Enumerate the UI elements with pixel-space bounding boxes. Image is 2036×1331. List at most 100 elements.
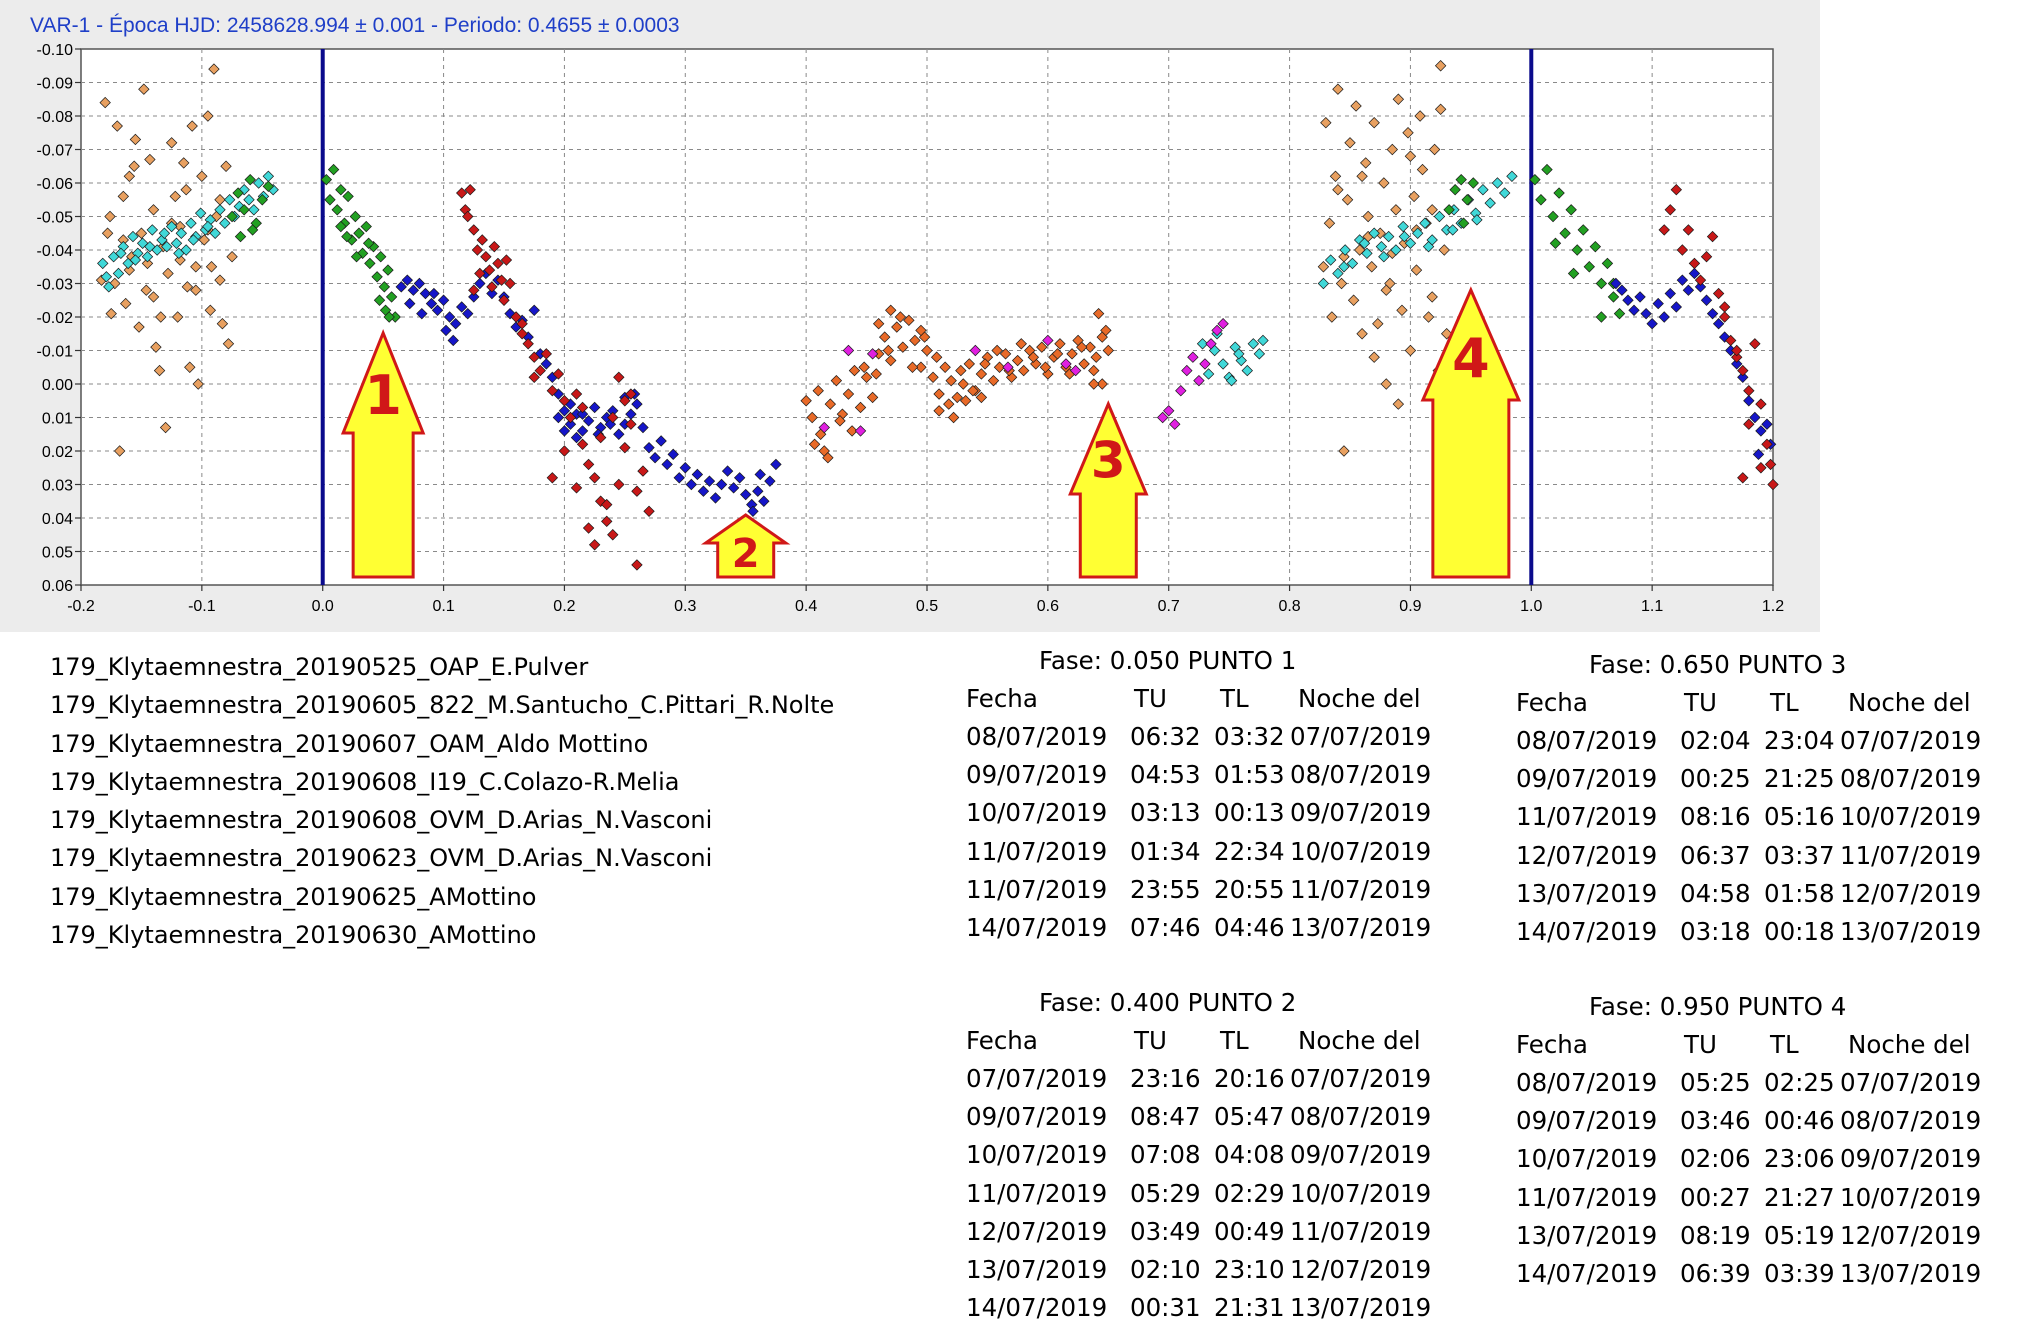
data-point (416, 307, 428, 320)
data-point (1181, 364, 1193, 377)
data-point (891, 321, 903, 333)
data-point (758, 495, 770, 507)
data-point (1616, 284, 1628, 296)
data-point (127, 230, 139, 243)
data-point (342, 190, 354, 203)
data-point (1670, 184, 1683, 196)
data-point (1398, 230, 1411, 243)
table-cell: 08/07/2019 (1840, 764, 1982, 794)
data-point (679, 462, 691, 474)
data-point (1027, 351, 1040, 363)
data-point (1688, 267, 1701, 280)
data-point (226, 251, 238, 263)
data-point (101, 227, 114, 239)
data-point (747, 505, 759, 517)
data-point (364, 257, 376, 270)
data-point (202, 110, 214, 122)
column-header: TL (1220, 684, 1249, 713)
table-cell: 10/07/2019 (1516, 1144, 1658, 1174)
phase-arrow (1068, 400, 1149, 579)
data-point (1652, 297, 1664, 310)
data-point (808, 438, 821, 450)
data-point (202, 220, 214, 233)
arrow-label: 3 (1091, 431, 1126, 489)
data-point (1060, 358, 1072, 370)
data-point (939, 361, 951, 373)
data-point (158, 227, 171, 239)
data-point (1205, 338, 1217, 350)
x-tick-label: 0.7 (1158, 598, 1180, 615)
data-point (1156, 411, 1169, 424)
data-point (169, 190, 181, 203)
y-tick-label: -0.05 (37, 210, 74, 227)
data-point (594, 495, 607, 507)
data-point (866, 348, 879, 360)
data-point (625, 418, 637, 430)
data-point (927, 371, 939, 383)
phase-arrow (1420, 286, 1522, 579)
y-tick-label: -0.04 (37, 243, 74, 260)
table-cell: 13/07/2019 (1516, 878, 1658, 908)
table-cell: 04:58 (1680, 878, 1751, 908)
data-point (1362, 210, 1374, 223)
data-point (1613, 307, 1626, 320)
data-point (909, 334, 921, 347)
data-point (190, 261, 202, 273)
data-point (1397, 220, 1409, 233)
data-point (413, 277, 426, 290)
data-point (443, 311, 456, 323)
data-point (147, 204, 160, 216)
y-tick-label: 0.00 (42, 377, 73, 394)
data-point (637, 465, 649, 477)
table-cell: 23:16 (1130, 1064, 1201, 1093)
data-point (350, 251, 363, 263)
data-point (1368, 227, 1380, 239)
legend-item: 179_Klytaemnestra_20190607_OAM_Aldo Mott… (50, 729, 649, 758)
data-point (1404, 150, 1417, 162)
data-point (1731, 351, 1743, 363)
table-cell: 09/07/2019 (1516, 1106, 1658, 1136)
data-point (238, 204, 250, 216)
data-point (1434, 60, 1447, 72)
table-cell: 05:25 (1680, 1068, 1751, 1097)
data-point (1096, 378, 1108, 390)
table-cell: 08/07/2019 (966, 722, 1108, 751)
data-point (120, 297, 132, 310)
data-point (495, 274, 508, 286)
table-cell: 00:13 (1214, 798, 1285, 828)
table-cell: 08:19 (1680, 1220, 1751, 1250)
data-point (667, 448, 679, 461)
table-cell: 02:25 (1764, 1068, 1835, 1097)
data-point (1380, 284, 1392, 296)
data-point (500, 254, 513, 266)
data-point (185, 217, 197, 229)
data-point (468, 284, 480, 296)
y-tick-label: 0.02 (42, 444, 73, 461)
data-point (104, 210, 116, 223)
data-point (601, 515, 613, 528)
data-point (100, 271, 113, 283)
data-point (214, 204, 226, 216)
data-point (1036, 341, 1048, 353)
data-point (1688, 257, 1701, 270)
data-point (162, 267, 174, 280)
data-point (1553, 187, 1565, 199)
data-point (222, 338, 235, 350)
data-point (419, 287, 432, 300)
data-point (1749, 411, 1761, 424)
data-point (1455, 173, 1467, 186)
data-point (943, 398, 955, 410)
data-point (1428, 143, 1441, 156)
data-point (360, 220, 372, 233)
data-point (1595, 311, 1608, 323)
table-cell: 13/07/2019 (1290, 913, 1432, 942)
data-point (1443, 204, 1455, 216)
data-point (161, 240, 173, 253)
data-point (1344, 137, 1356, 149)
table-cell: 23:55 (1130, 874, 1201, 904)
data-point (528, 351, 540, 363)
data-point (764, 475, 776, 487)
data-point (1054, 338, 1066, 350)
data-point (1731, 344, 1743, 357)
data-point (1030, 358, 1042, 370)
